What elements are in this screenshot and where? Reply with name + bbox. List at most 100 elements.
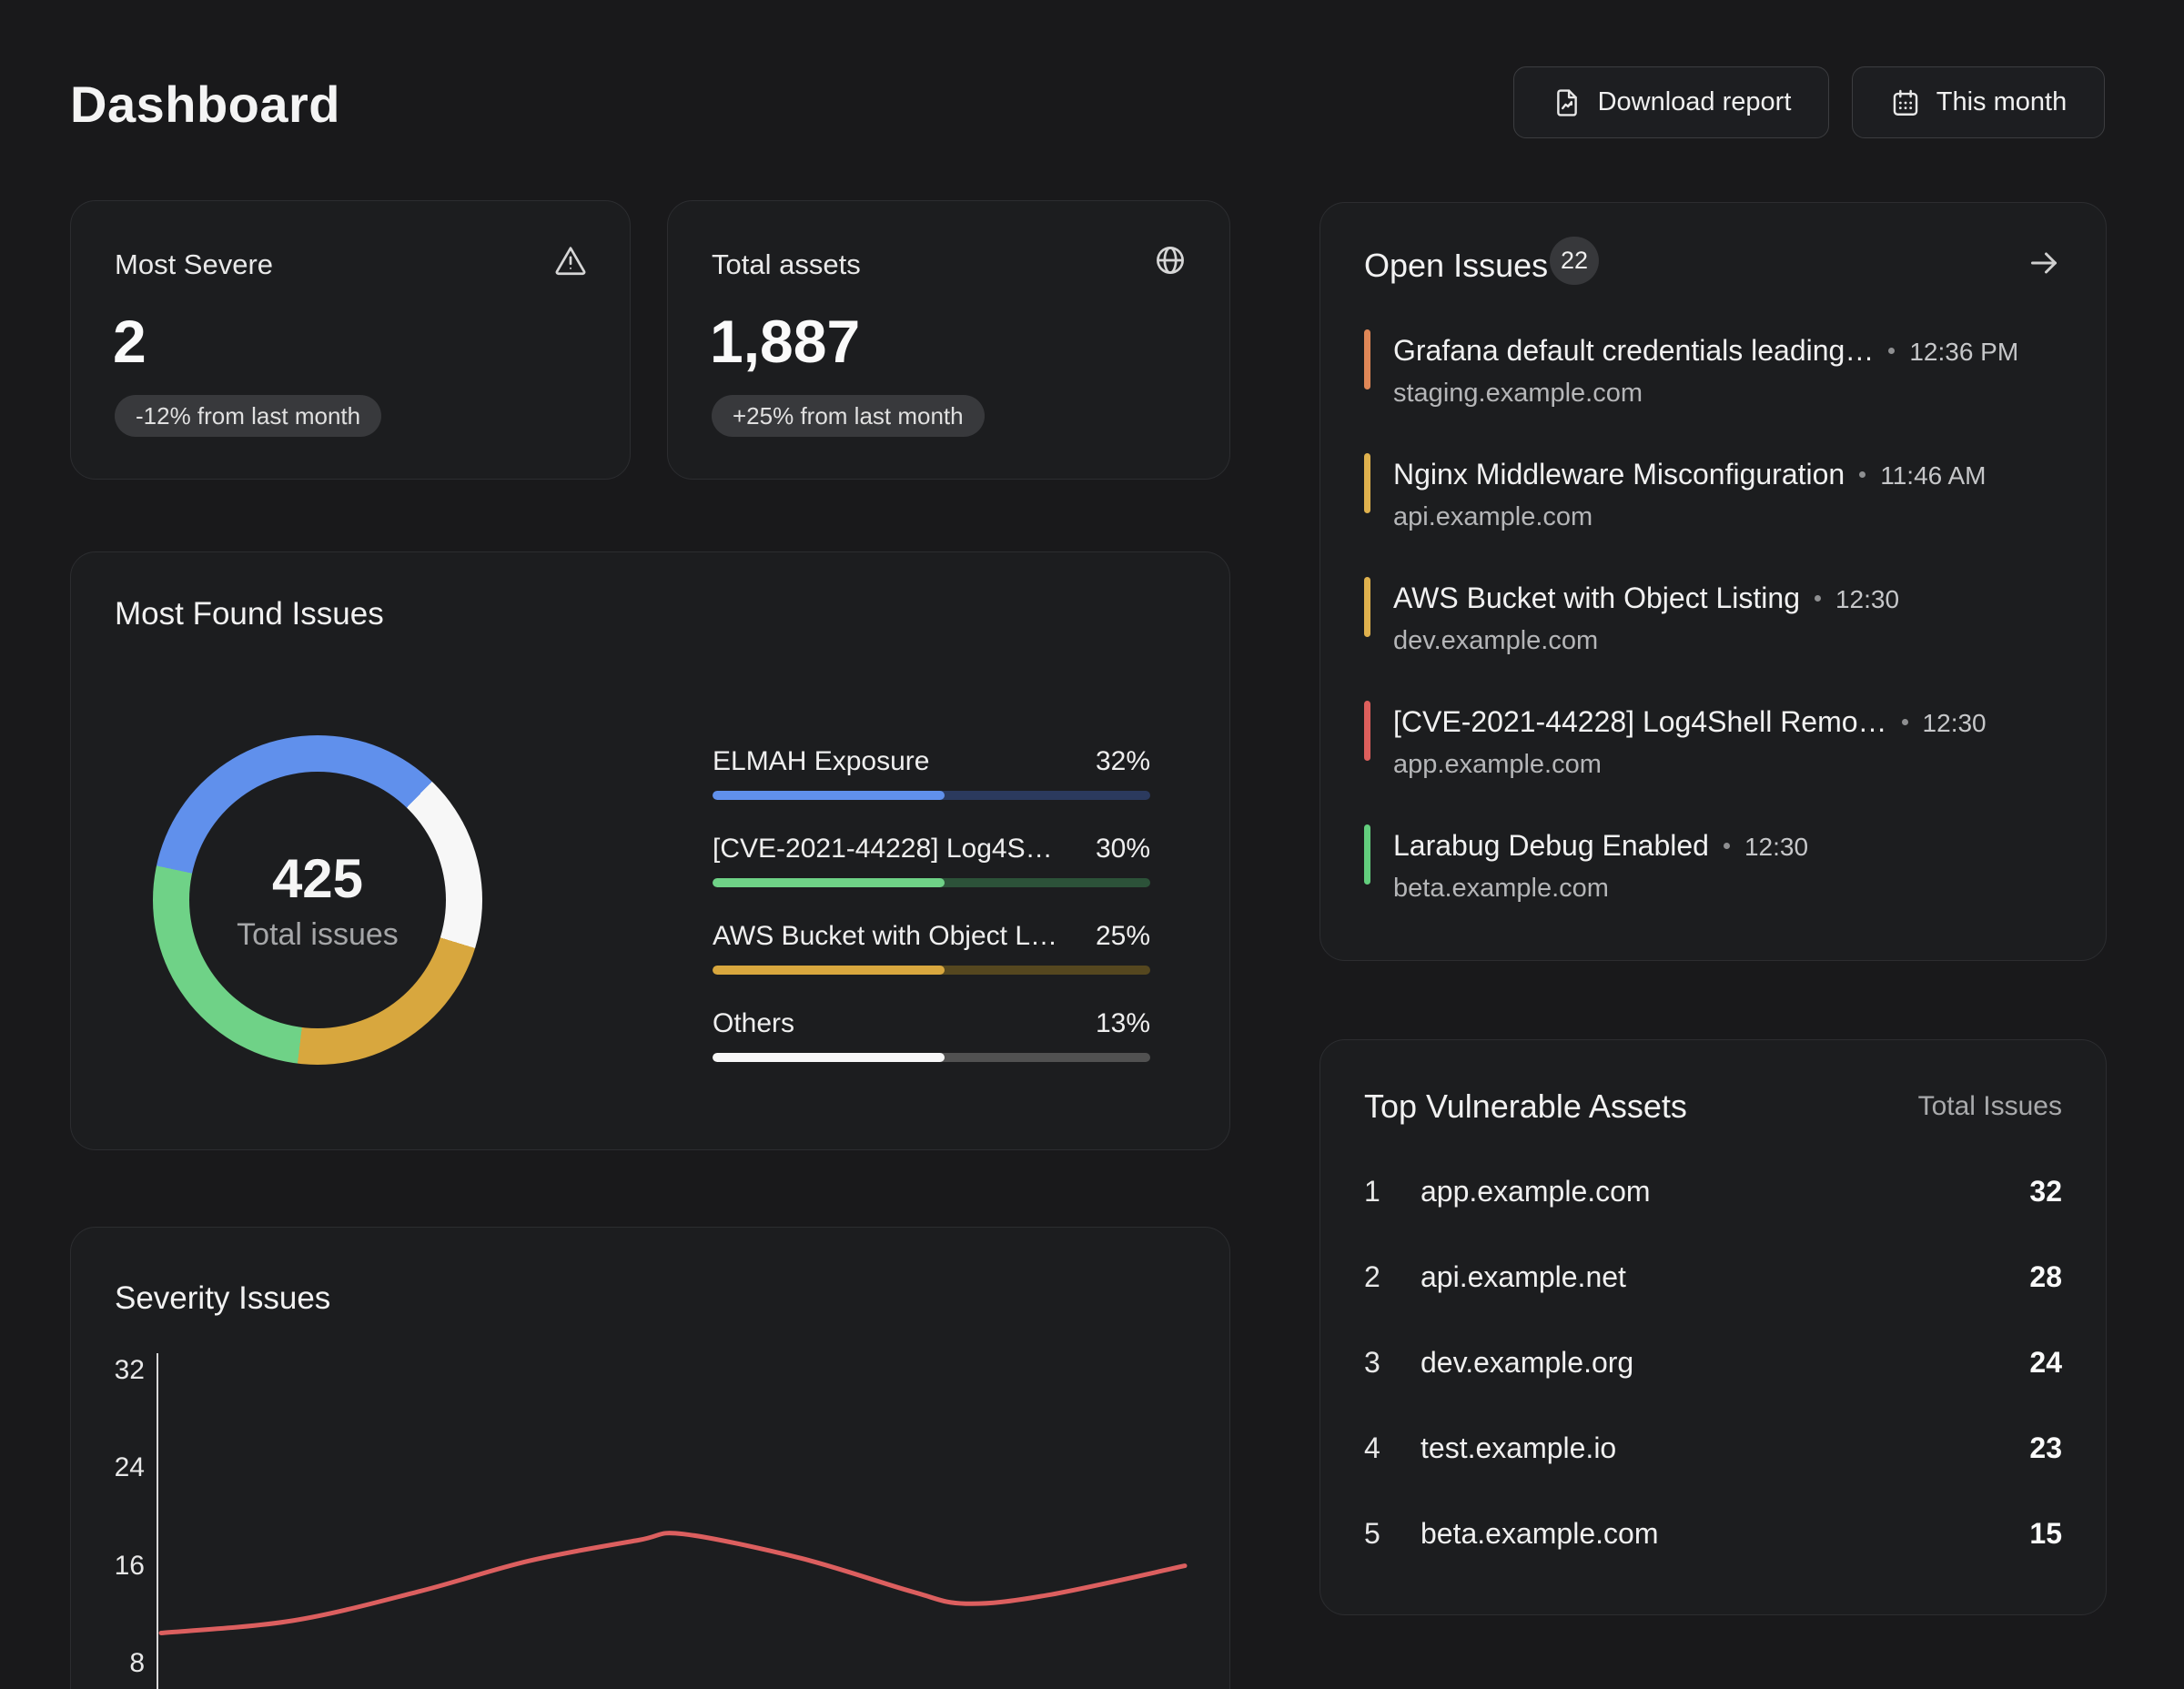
asset-name: app.example.com (1421, 1175, 1651, 1208)
open-issues-title: Open Issues (1364, 247, 1549, 284)
most-found-issues-card: Most Found Issues 425 Total issues ELMAH… (70, 551, 1230, 1150)
dot-separator-icon (1814, 595, 1821, 602)
y-axis-tick: 32 (114, 1355, 145, 1385)
top-assets-title: Top Vulnerable Assets (1364, 1087, 1687, 1125)
issue-title-row: [CVE-2021-44228] Log4Shell Remo… 12:30 (1393, 705, 1987, 739)
asset-row[interactable]: 1 app.example.com 32 (1364, 1171, 2062, 1211)
asset-row[interactable]: 4 test.example.io 23 (1364, 1428, 2062, 1468)
issue-title-row: Larabug Debug Enabled 12:30 (1393, 829, 1808, 863)
severity-bar (1364, 701, 1370, 761)
asset-name: beta.example.com (1421, 1517, 1659, 1550)
issue-title-row: AWS Bucket with Object Listing 12:30 (1393, 582, 1899, 615)
legend-bar (713, 1053, 1150, 1062)
asset-issue-count: 32 (2029, 1175, 2062, 1208)
legend-bar (713, 878, 1150, 887)
open-issues-count-badge: 22 (1550, 237, 1600, 285)
top-vulnerable-assets-card: Top Vulnerable Assets Total Issues 1 app… (1320, 1039, 2107, 1615)
severity-bar (1364, 577, 1370, 637)
severity-bar (1364, 824, 1370, 885)
issue-time: 12:30 (1744, 833, 1809, 861)
y-axis-tick: 24 (114, 1452, 145, 1482)
stat-delta-badge: -12% from last month (115, 395, 382, 437)
calendar-icon (1893, 89, 1918, 116)
stat-label: Most Severe (115, 248, 274, 280)
y-axis-tick: 16 (114, 1551, 145, 1581)
dot-separator-icon (1859, 471, 1866, 479)
legend-percent: 32% (1095, 746, 1150, 776)
legend-label: ELMAH Exposure (713, 746, 930, 776)
stat-label: Total assets (712, 248, 861, 280)
download-report-label: Download report (1597, 87, 1792, 116)
open-issue-item[interactable]: AWS Bucket with Object Listing 12:30 dev.… (1364, 571, 2062, 673)
severity-issues-card: Severity Issues 32 24 16 8 (70, 1227, 1230, 1689)
legend-label: [CVE-2021-44228] Log4S… (713, 834, 1053, 864)
issue-title: Nginx Middleware Misconfiguration (1393, 458, 1845, 491)
severity-bar (1364, 329, 1370, 389)
asset-rank: 5 (1364, 1517, 1380, 1550)
stat-card-total-assets: Total assets 1,887 +25% from last month (667, 200, 1230, 480)
stat-delta-badge: +25% from last month (712, 395, 985, 437)
y-axis-tick: 8 (129, 1648, 145, 1678)
asset-issue-count: 28 (2029, 1260, 2062, 1293)
donut-center: 425 Total issues (153, 735, 482, 1065)
asset-name: test.example.io (1421, 1431, 1617, 1464)
issue-host: app.example.com (1393, 750, 1602, 779)
issue-time: 12:30 (1922, 709, 1987, 737)
asset-issue-count: 15 (2029, 1517, 2062, 1550)
issue-host: dev.example.com (1393, 626, 1599, 655)
asset-row[interactable]: 2 api.example.net 28 (1364, 1257, 2062, 1297)
legend-label: Others (713, 1008, 795, 1038)
legend-label: AWS Bucket with Object L… (713, 921, 1058, 951)
issue-time: 12:36 PM (1909, 338, 2019, 366)
open-issue-item[interactable]: Nginx Middleware Misconfiguration 11:46 A… (1364, 448, 2062, 550)
issue-time: 11:46 AM (1880, 461, 1987, 490)
open-issue-item[interactable]: [CVE-2021-44228] Log4Shell Remo… 12:30 ap… (1364, 695, 2062, 797)
legend-percent: 25% (1095, 921, 1150, 951)
donut-total-value: 425 (271, 848, 364, 909)
severity-bar (1364, 453, 1370, 513)
asset-rank: 1 (1364, 1175, 1380, 1208)
warning-icon (553, 243, 588, 282)
donut-total-label: Total issues (237, 917, 399, 952)
asset-name: api.example.net (1421, 1260, 1626, 1293)
arrow-right-icon[interactable] (2026, 245, 2062, 286)
page-title: Dashboard (70, 76, 340, 133)
asset-rank: 2 (1364, 1260, 1380, 1293)
legend-row: Others 13% (713, 1008, 1150, 1072)
issue-host: beta.example.com (1393, 874, 1609, 903)
open-issue-item[interactable]: Grafana default credentials leading… 12:3… (1364, 324, 2062, 426)
month-filter-label: This month (1936, 87, 2068, 116)
legend-bar (713, 791, 1150, 800)
dot-separator-icon (1888, 348, 1896, 355)
asset-row[interactable]: 5 beta.example.com 15 (1364, 1513, 2062, 1553)
download-report-button[interactable]: Download report (1513, 66, 1829, 138)
issue-title: Grafana default credentials leading… (1393, 334, 1875, 367)
severity-issues-title: Severity Issues (115, 1280, 331, 1316)
legend-percent: 13% (1095, 1008, 1150, 1038)
legend-percent: 30% (1095, 834, 1150, 864)
asset-row[interactable]: 3 dev.example.org 24 (1364, 1342, 2062, 1382)
legend-row: [CVE-2021-44228] Log4S… 30% (713, 834, 1150, 897)
y-axis-line (157, 1353, 158, 1689)
month-filter-button[interactable]: This month (1852, 66, 2105, 138)
stat-value: 1,887 (710, 308, 861, 375)
asset-rank: 3 (1364, 1346, 1380, 1379)
issue-time: 12:30 (1835, 585, 1900, 613)
total-issues-column-header: Total Issues (1917, 1091, 2062, 1121)
legend-bar (713, 966, 1150, 975)
stat-value: 2 (113, 308, 147, 375)
donut-chart (153, 735, 482, 1065)
dot-separator-icon (1901, 719, 1908, 726)
issue-host: staging.example.com (1393, 379, 1643, 408)
issue-title-row: Nginx Middleware Misconfiguration 11:46 A… (1393, 458, 1986, 491)
dot-separator-icon (1723, 843, 1730, 850)
issue-title: Larabug Debug Enabled (1393, 829, 1709, 862)
asset-issue-count: 24 (2029, 1346, 2062, 1379)
legend-row: AWS Bucket with Object L… 25% (713, 921, 1150, 985)
issue-host: api.example.com (1393, 502, 1593, 531)
file-chart-icon (1556, 88, 1577, 116)
open-issue-item[interactable]: Larabug Debug Enabled 12:30 beta.example.… (1364, 819, 2062, 921)
issue-title-row: Grafana default credentials leading… 12:3… (1393, 334, 2018, 368)
stat-card-most-severe: Most Severe 2 -12% from last month (70, 200, 631, 480)
open-issues-card: Open Issues 22 Grafana default credentia… (1320, 202, 2107, 961)
